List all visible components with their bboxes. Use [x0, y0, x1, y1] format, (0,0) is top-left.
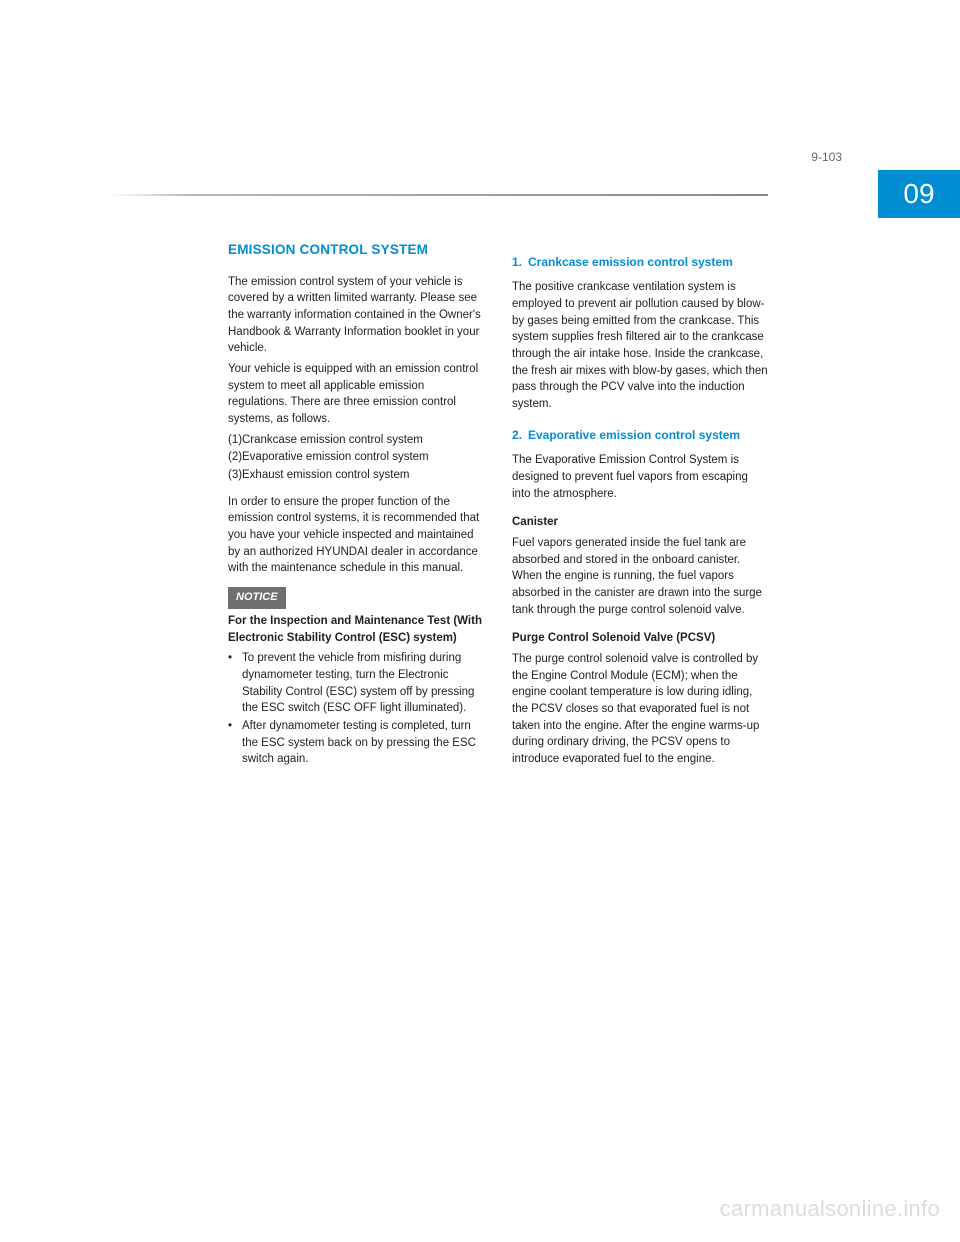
bullet-list: •To prevent the vehicle from misfiring d… — [228, 650, 484, 768]
bullet-text: Crankcase emission control system — [242, 432, 423, 449]
heading-text: Evaporative emission control system — [528, 427, 768, 444]
paragraph: The positive crankcase ventilation syste… — [512, 279, 768, 412]
page-content: EMISSION CONTROL SYSTEM The emission con… — [228, 240, 768, 778]
notice-heading: For the Inspection and Maintenance Test … — [228, 613, 484, 646]
bullet-text: To prevent the vehicle from misfiring du… — [242, 650, 484, 717]
paragraph: Fuel vapors generated inside the fuel ta… — [512, 535, 768, 618]
heading-number: 2. — [512, 427, 528, 444]
list-item: (3)Exhaust emission control system — [228, 467, 484, 484]
paragraph: The emission control system of your vehi… — [228, 274, 484, 357]
canister-heading: Canister — [512, 514, 768, 531]
notice-badge: NOTICE — [228, 587, 286, 609]
paragraph: The Evaporative Emission Control System … — [512, 452, 768, 502]
paragraph: Your vehicle is equipped with an emissio… — [228, 361, 484, 428]
sub-heading-2: 2. Evaporative emission control system — [512, 427, 768, 444]
list-item: (2)Evaporative emission control system — [228, 449, 484, 466]
heading-number: 1. — [512, 254, 528, 271]
page-number: 9-103 — [811, 150, 842, 164]
paragraph: The purge control solenoid valve is cont… — [512, 651, 768, 768]
list-item: •After dynamometer testing is completed,… — [228, 718, 484, 768]
bullet-text: After dynamometer testing is completed, … — [242, 718, 484, 768]
list-item: •To prevent the vehicle from misfiring d… — [228, 650, 484, 717]
bullet-list: (1)Crankcase emission control system (2)… — [228, 432, 484, 484]
header-divider — [110, 194, 768, 196]
pcsv-heading: Purge Control Solenoid Valve (PCSV) — [512, 630, 768, 647]
list-item: (1)Crankcase emission control system — [228, 432, 484, 449]
watermark: carmanualsonline.info — [720, 1196, 940, 1222]
bullet-text: Exhaust emission control system — [242, 467, 409, 484]
chapter-tab: 09 — [878, 170, 960, 218]
main-heading: EMISSION CONTROL SYSTEM — [228, 240, 484, 260]
right-column: 1. Crankcase emission control system The… — [512, 240, 768, 778]
left-column: EMISSION CONTROL SYSTEM The emission con… — [228, 240, 484, 778]
bullet-text: Evaporative emission control system — [242, 449, 429, 466]
heading-text: Crankcase emission control system — [528, 254, 768, 271]
sub-heading-1: 1. Crankcase emission control system — [512, 254, 768, 271]
paragraph: In order to ensure the proper function o… — [228, 494, 484, 577]
